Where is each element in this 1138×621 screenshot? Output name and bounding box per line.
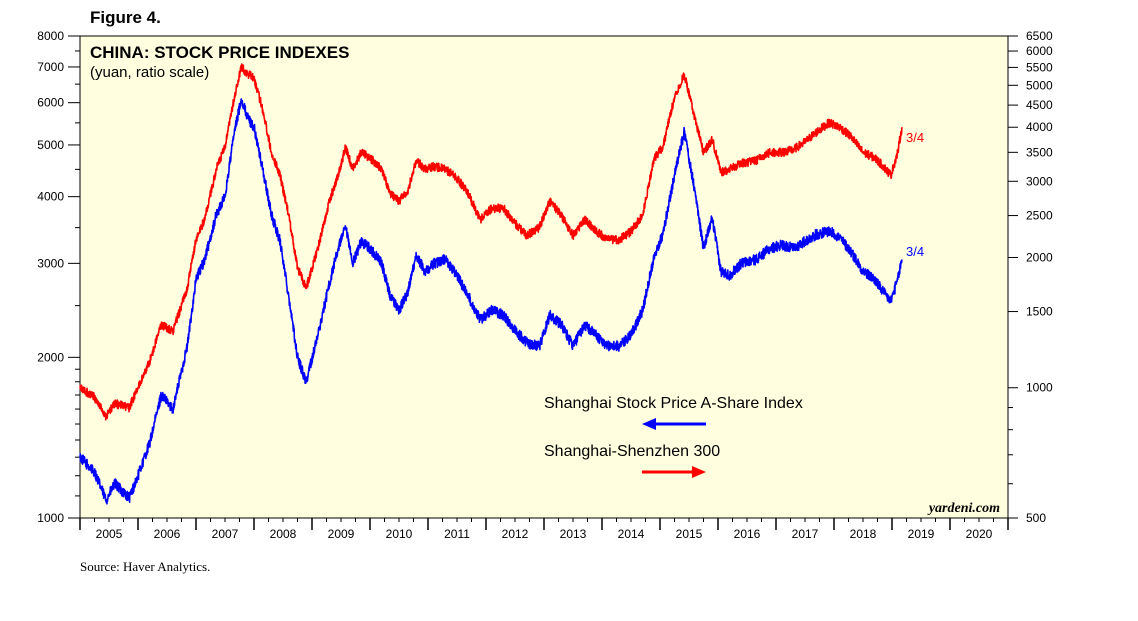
year-label: 2011: [444, 527, 470, 541]
year-label: 2012: [502, 527, 529, 541]
left-axis-labels: 1000 2000 3000 4000 5000 6000 7000 8000: [37, 29, 64, 525]
year-label: 2017: [792, 527, 819, 541]
left-tick-label: 4000: [37, 190, 64, 204]
source-note: Source: Haver Analytics.: [80, 559, 211, 574]
year-label: 2014: [618, 527, 645, 541]
year-label: 2010: [386, 527, 413, 541]
chart-title: CHINA: STOCK PRICE INDEXES: [90, 43, 349, 62]
left-tick-label: 8000: [37, 29, 64, 43]
axis-ticks: [68, 35, 1018, 530]
chart-subtitle: (yuan, ratio scale): [90, 64, 209, 81]
left-tick-label: 6000: [37, 96, 64, 110]
right-tick-label: 2000: [1026, 250, 1053, 264]
right-tick-label: 6500: [1026, 29, 1053, 43]
left-tick-label: 5000: [37, 138, 64, 152]
right-tick-label: 3500: [1026, 145, 1053, 159]
series-lines: [79, 63, 903, 505]
right-tick-label: 1500: [1026, 305, 1053, 319]
year-label: 2015: [676, 527, 703, 541]
year-label: 2005: [96, 527, 123, 541]
right-tick-label: 6000: [1026, 44, 1053, 58]
year-label: 2006: [154, 527, 181, 541]
end-label-hs300: 3/4: [906, 130, 924, 145]
right-tick-label: 2500: [1026, 209, 1053, 223]
legend-label-a-share: Shanghai Stock Price A-Share Index: [544, 395, 803, 412]
watermark: yardeni.com: [927, 501, 1000, 516]
end-label-a-share: 3/4: [906, 244, 924, 259]
year-label: 2007: [212, 527, 239, 541]
year-label: 2013: [560, 527, 587, 541]
legend-arrow-left-icon: [642, 418, 706, 430]
figure-label: Figure 4.: [90, 8, 161, 27]
series-line-a-share: [79, 98, 903, 505]
right-tick-label: 500: [1026, 511, 1046, 525]
left-tick-label: 3000: [37, 256, 64, 270]
left-tick-label: 2000: [37, 350, 64, 364]
right-tick-label: 4500: [1026, 98, 1053, 112]
right-tick-label: 5000: [1026, 78, 1053, 92]
year-label: 2009: [328, 527, 355, 541]
right-tick-label: 4000: [1026, 120, 1053, 134]
plot-background: [79, 35, 1009, 519]
year-label: 2019: [908, 527, 935, 541]
left-tick-label: 7000: [37, 60, 64, 74]
year-label: 2016: [734, 527, 761, 541]
legend-arrow-right-icon: [642, 466, 706, 478]
year-label: 2020: [966, 527, 993, 541]
right-tick-label: 5500: [1026, 60, 1053, 74]
x-axis-labels: 2005 2006 2007 2008 2009 2010 2011 2012 2013 2014…: [96, 527, 993, 541]
right-tick-label: 1000: [1026, 381, 1053, 395]
year-label: 2018: [850, 527, 877, 541]
series-line-hs300: [79, 63, 903, 421]
year-label: 2008: [270, 527, 297, 541]
right-tick-label: 3000: [1026, 174, 1053, 188]
right-axis-labels: 500 1000 1500 2000 2500 3000 3500 4000 4500 5000 5…: [1026, 29, 1053, 525]
left-tick-label: 1000: [37, 511, 64, 525]
legend-label-hs300: Shanghai-Shenzhen 300: [544, 443, 720, 460]
